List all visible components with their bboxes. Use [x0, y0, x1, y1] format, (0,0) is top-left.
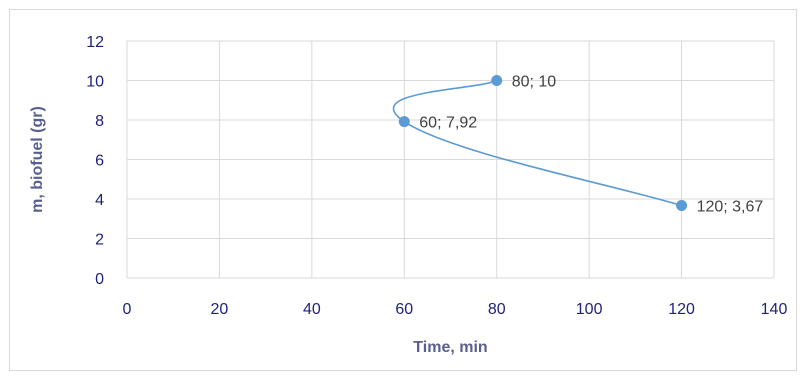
- data-label: 120; 3,67: [697, 199, 764, 216]
- x-tick-label: 60: [395, 301, 413, 318]
- data-points: [398, 75, 688, 212]
- x-tick-label: 100: [576, 301, 603, 318]
- data-point: [676, 200, 688, 212]
- gridlines: [126, 40, 775, 279]
- y-tick-label: 0: [95, 271, 104, 288]
- data-point: [491, 75, 503, 86]
- x-tick-label: 140: [761, 301, 788, 318]
- data-label: 60; 7,92: [419, 115, 477, 132]
- data-point: [398, 116, 410, 128]
- data-label: 80; 10: [512, 74, 557, 91]
- y-tick-label: 8: [95, 113, 104, 130]
- y-tick-label: 12: [86, 34, 104, 51]
- x-tick-label: 120: [668, 301, 695, 318]
- y-axis-title: m, biofuel (gr): [29, 106, 46, 213]
- y-tick-label: 6: [95, 153, 104, 170]
- x-tick-label: 80: [488, 301, 506, 318]
- y-tick-label: 2: [95, 232, 104, 249]
- series-smooth-line: [393, 79, 682, 207]
- x-tick-label: 20: [211, 301, 229, 318]
- x-tick-label: 40: [303, 301, 321, 318]
- x-axis-title: Time, min: [413, 339, 487, 356]
- y-tick-label: 10: [86, 74, 104, 91]
- y-tick-label: 4: [95, 192, 104, 209]
- data-labels: 80; 10 60; 7,92 120; 3,67: [419, 74, 763, 216]
- x-tick-label: 0: [123, 301, 132, 318]
- chart-area: [9, 9, 797, 371]
